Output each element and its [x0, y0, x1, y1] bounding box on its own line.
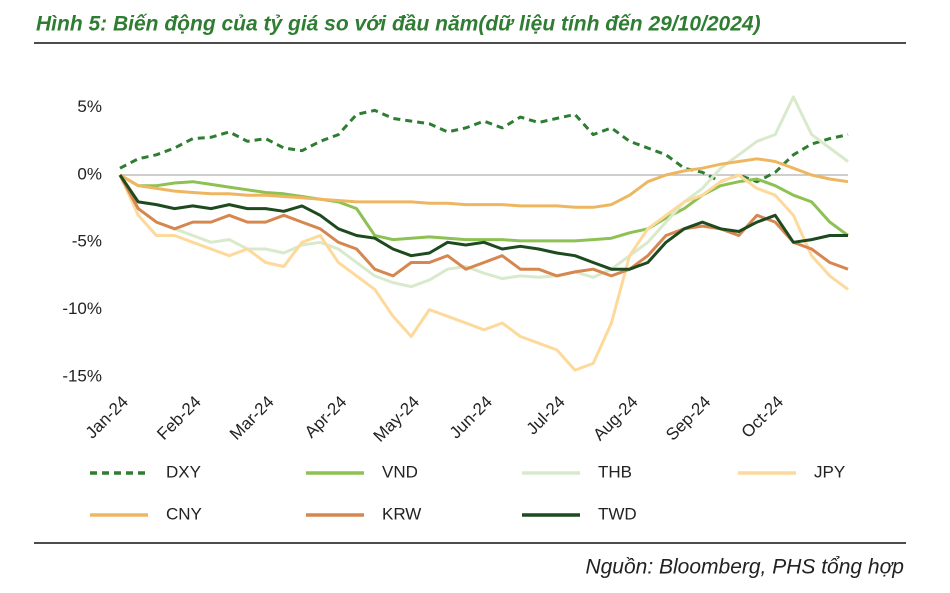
x-tick-label: Mar-24: [226, 392, 278, 444]
series-line: [118, 174, 849, 278]
series-line: [119, 157, 849, 209]
y-tick-label: 5%: [77, 97, 102, 116]
legend-label: TWD: [598, 504, 637, 523]
y-tick-label: -5%: [72, 232, 102, 251]
legend-label: VND: [382, 462, 418, 481]
y-tick-label: 0%: [77, 164, 102, 183]
x-tick-label: May-24: [370, 392, 424, 446]
series-line: [119, 173, 849, 243]
legend-label: JPY: [814, 462, 845, 481]
x-tick-label: Jun-24: [446, 392, 496, 442]
series-line: [119, 108, 849, 184]
chart-title: Hình 5: Biến động của tỷ giá so với đầu …: [36, 13, 761, 36]
source-note: Nguồn: Bloomberg, PHS tổng hợp: [585, 556, 904, 579]
series-line: [118, 173, 849, 372]
x-tick-label: Jul-24: [523, 392, 569, 438]
x-tick-label: Jan-24: [82, 392, 132, 442]
x-tick-label: Apr-24: [301, 392, 351, 442]
x-tick-label: Feb-24: [153, 392, 205, 444]
series-line: [118, 174, 848, 271]
y-tick-label: -10%: [62, 299, 102, 318]
x-tick-label: Sep-24: [662, 392, 714, 444]
x-tick-label: Aug-24: [589, 392, 641, 444]
legend-label: CNY: [166, 504, 202, 523]
x-tick-label: Oct-24: [738, 392, 788, 442]
legend-label: THB: [598, 462, 632, 481]
series-line: [118, 95, 849, 289]
legend-label: DXY: [166, 462, 201, 481]
legend-label: KRW: [382, 504, 421, 523]
y-tick-label: -15%: [62, 366, 102, 385]
